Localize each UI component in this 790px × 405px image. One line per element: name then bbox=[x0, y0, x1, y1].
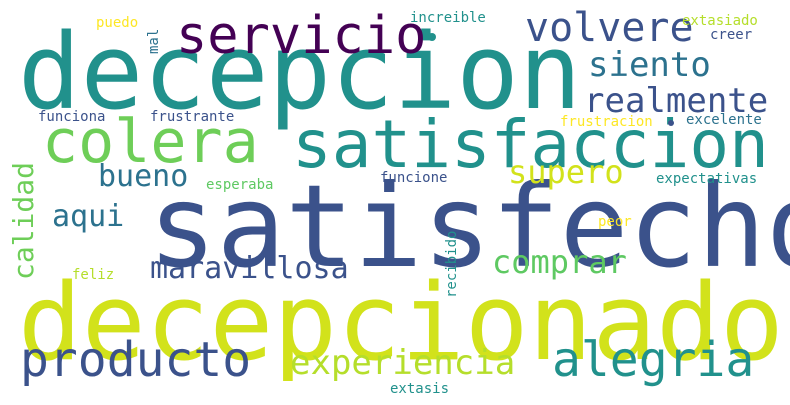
word-volvere: volvere bbox=[525, 5, 694, 51]
word-alegria: alegria bbox=[552, 332, 755, 388]
word-recibido: recibido bbox=[444, 230, 460, 298]
word-realmente: realmente bbox=[584, 81, 769, 121]
word-maravillosa: maravillosa bbox=[150, 251, 349, 286]
word-peor: peor bbox=[598, 214, 632, 230]
word-excelente: excelente bbox=[686, 112, 762, 128]
word-siento: siento bbox=[588, 45, 711, 85]
word-producto: producto bbox=[20, 332, 252, 388]
word-decepcion: decepcion bbox=[18, 11, 582, 133]
word-puedo: puedo bbox=[96, 15, 139, 31]
word-servicio: servicio bbox=[176, 6, 427, 66]
word-decepcionado: decepcionado bbox=[18, 261, 784, 384]
word-comprar: comprar bbox=[492, 243, 627, 281]
word-calidad: calidad bbox=[7, 161, 40, 280]
word-extasiado: extasiado bbox=[682, 13, 758, 29]
word-feliz: feliz bbox=[72, 267, 115, 283]
word-extasis: extasis bbox=[390, 381, 450, 397]
word-funcione: funcione bbox=[380, 170, 448, 186]
word-esperaba: esperaba bbox=[206, 177, 274, 193]
word-increible: increible bbox=[410, 10, 486, 26]
word-expectativas: expectativas bbox=[656, 171, 758, 187]
word-bueno: bueno bbox=[98, 159, 189, 194]
word-aqui: aqui bbox=[52, 199, 125, 234]
dot bbox=[428, 33, 436, 41]
word-experiencia: experiencia bbox=[290, 343, 516, 383]
word-colera: colera bbox=[42, 107, 259, 177]
word-funciona: funciona bbox=[38, 109, 106, 125]
dot bbox=[668, 120, 674, 126]
word-satisfecho: satisfecho bbox=[148, 160, 790, 293]
word-supero: supero bbox=[508, 153, 624, 191]
word-frustracion: frustracion bbox=[560, 114, 653, 130]
word-frustrante: frustrante bbox=[150, 109, 235, 125]
word-mal: mal bbox=[146, 28, 162, 54]
word-creer: creer bbox=[710, 27, 753, 43]
word-satisfaccion: satisfaccion bbox=[292, 106, 769, 183]
